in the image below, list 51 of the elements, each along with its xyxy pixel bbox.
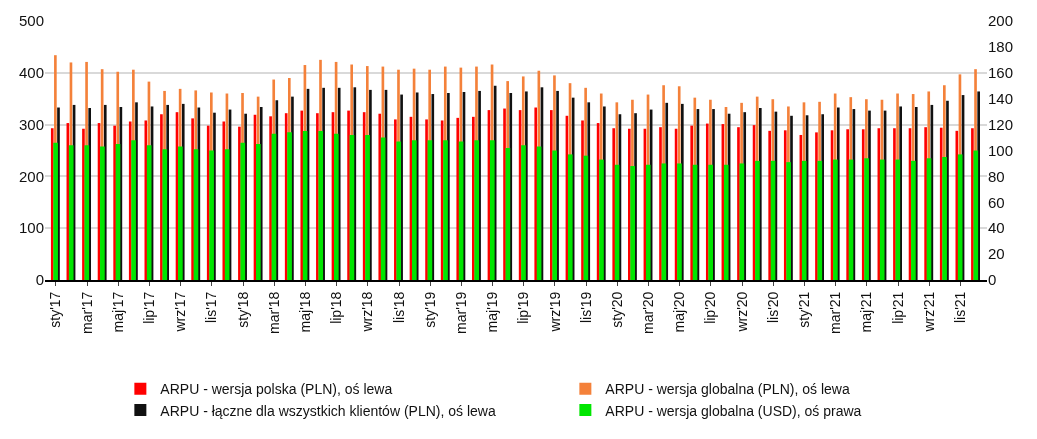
x-tick-label: mar'18: [265, 291, 282, 334]
y2-tick-label: 80: [988, 167, 1005, 185]
legend-label: ARPU - wersja globalna (PLN), oś lewa: [605, 381, 850, 398]
x-tick-label: lis'19: [577, 291, 594, 324]
x-tick-label: mar'20: [640, 291, 657, 334]
x-tick-label: wrz'17: [172, 291, 189, 333]
y-tick-label: 100: [18, 219, 44, 237]
y2-tick-label: 40: [988, 219, 1005, 237]
x-tick-label: wrz'18: [359, 291, 376, 333]
x-tick-label: maj'17: [109, 291, 126, 333]
x-tick-label: mar'21: [827, 291, 844, 334]
y-tick-label: 500: [18, 12, 44, 30]
x-tick-label: wrz'19: [546, 291, 563, 333]
y2-tick-label: 60: [988, 193, 1005, 211]
x-tick-label: mar'17: [78, 291, 95, 334]
x-tick-label: lis'17: [203, 291, 220, 324]
x-tick-label: maj'21: [858, 291, 875, 333]
y-tick-label: 300: [18, 115, 44, 133]
x-tick-label: sty'18: [234, 291, 251, 328]
x-tick-label: wrz'21: [920, 291, 937, 333]
x-tick-label: maj'19: [484, 291, 501, 333]
y-tick-label: 0: [35, 271, 44, 289]
y2-tick-label: 200: [988, 12, 1014, 30]
legend-label: ARPU - łączne dla wszystkich klientów (PLN), oś lewa: [160, 402, 496, 419]
y2-tick-label: 180: [988, 38, 1014, 56]
y2-tick-label: 100: [988, 141, 1014, 159]
x-tick-label: sty'17: [47, 291, 64, 328]
y-tick-label: 200: [18, 167, 44, 185]
y-tick-label: 400: [18, 64, 44, 82]
y2-tick-label: 120: [988, 115, 1014, 133]
x-tick-label: lip'18: [328, 291, 345, 324]
legend-label: ARPU - wersja polska (PLN), oś lewa: [160, 381, 393, 398]
y2-tick-label: 160: [988, 64, 1014, 82]
legend-label: ARPU - wersja globalna (USD), oś prawa: [605, 402, 862, 419]
y2-tick-label: 20: [988, 245, 1005, 263]
x-tick-label: lis'20: [764, 291, 781, 324]
x-tick-label: mar'19: [452, 291, 469, 334]
x-tick-label: sty'20: [608, 291, 625, 328]
x-tick-label: maj'20: [671, 291, 688, 333]
x-tick-label: lip'21: [889, 291, 906, 324]
y2-tick-label: 140: [988, 89, 1014, 107]
x-tick-label: lip'19: [515, 291, 532, 324]
x-tick-label: lis'21: [952, 291, 969, 324]
x-tick-label: lis'18: [390, 291, 407, 324]
x-tick-label: maj'18: [297, 291, 313, 333]
x-tick-label: sty'21: [796, 291, 813, 328]
x-tick-label: lip'17: [141, 291, 158, 324]
y2-tick-label: 0: [988, 271, 997, 289]
x-tick-label: sty'19: [421, 291, 438, 328]
x-tick-label: lip'20: [702, 291, 719, 324]
x-tick-label: wrz'20: [733, 291, 750, 333]
